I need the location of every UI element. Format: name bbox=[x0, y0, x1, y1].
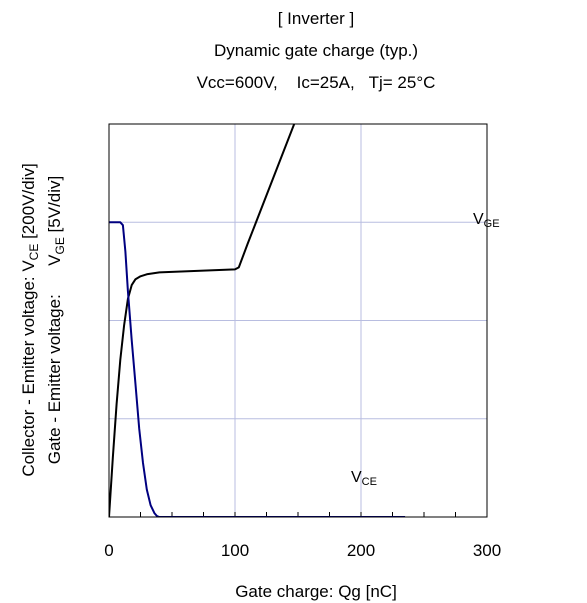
chart-header-line2: Dynamic gate charge (typ.) bbox=[214, 41, 418, 60]
series-line-vce bbox=[109, 221, 406, 517]
vce-series-label: VCE bbox=[351, 469, 377, 488]
y-axis-inner-sub: GE bbox=[53, 237, 67, 254]
chart-header-line1: [ Inverter ] bbox=[278, 9, 355, 28]
vge-label-main: V bbox=[473, 211, 484, 228]
chart-header-line3: Vcc=600V, Ic=25A, Tj= 25°C bbox=[197, 73, 436, 92]
x-tick-label: 200 bbox=[347, 541, 375, 560]
vce-label-main: V bbox=[351, 469, 362, 486]
series-line-vge bbox=[109, 124, 296, 517]
x-tick-label: 0 bbox=[104, 541, 113, 560]
vge-label-sub: GE bbox=[484, 218, 500, 230]
x-tick-labels: 0 100 200 300 bbox=[104, 541, 501, 560]
y-axis-outer-sub: CE bbox=[27, 244, 41, 261]
plot-area bbox=[108, 123, 488, 518]
y-axis-label-collector-emitter: Collector - Emitter voltage: VCE [200V/d… bbox=[19, 163, 41, 476]
grid-lines bbox=[109, 124, 487, 517]
y-axis-inner-pre: Gate - Emitter voltage: V bbox=[45, 254, 64, 464]
series-group bbox=[109, 124, 406, 517]
y-axis-label-gate-emitter: Gate - Emitter voltage: VGE [5V/div] bbox=[45, 176, 67, 465]
y-axis-inner-post: [5V/div] bbox=[45, 176, 64, 237]
y-axis-outer-pre: Collector - Emitter voltage: V bbox=[19, 260, 38, 477]
y-axis-outer-post: [200V/div] bbox=[19, 163, 38, 243]
x-tick-label: 300 bbox=[473, 541, 501, 560]
plot-frame bbox=[108, 123, 488, 518]
x-tick-label: 100 bbox=[221, 541, 249, 560]
x-axis-label: Gate charge: Qg [nC] bbox=[235, 582, 397, 601]
vge-series-label: VGE bbox=[473, 211, 500, 230]
vce-label-sub: CE bbox=[362, 476, 377, 488]
